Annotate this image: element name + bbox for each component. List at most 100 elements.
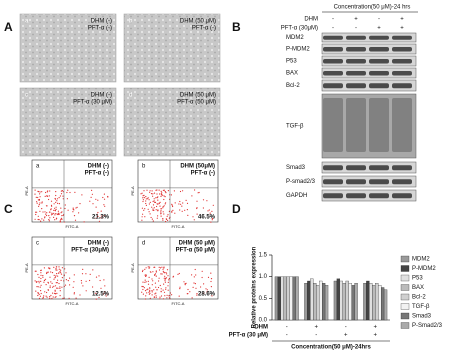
x-axis-label: FITC-A [66,301,79,306]
event-dot [60,272,62,274]
event-dot [210,280,212,283]
event-dot [203,283,205,285]
event-dot [40,280,42,282]
event-dot [37,196,39,199]
bar [324,285,329,321]
event-dot [50,281,52,283]
treatment-sign: + [400,26,404,32]
blot-label: MDM2 [286,35,304,41]
blot-band [369,83,389,89]
event-dot [151,278,153,280]
event-dot [47,271,49,273]
event-dot [50,200,53,202]
event-dot [158,269,161,271]
y-tick-label: 0.0 [259,318,268,324]
legend-swatch [400,255,410,263]
event-dot [42,211,44,213]
event-dot [211,210,213,212]
event-dot [171,294,173,296]
event-dot [53,203,55,205]
event-dot [85,273,87,275]
event-dot [41,218,43,220]
plot-caption-box [182,161,217,178]
treatment-sign: + [377,26,381,32]
event-dot [39,210,41,212]
event-dot [168,278,170,280]
event-dot [52,286,54,288]
event-dot [172,209,174,211]
event-dot [96,213,98,215]
event-dot [92,286,94,288]
event-dot [166,269,169,271]
event-dot [160,215,162,217]
event-dot [191,274,193,276]
event-dot [41,208,43,210]
event-dot [55,206,57,208]
event-dot [67,280,69,282]
event-dot [158,202,160,204]
event-dot [55,218,58,220]
treatment-sign: + [344,333,348,339]
event-dot [163,266,165,268]
event-dot [165,218,168,220]
event-dot [46,214,48,217]
event-dot [142,213,144,215]
event-dot [79,294,81,296]
blot-band [369,71,389,76]
event-dot [164,280,166,282]
event-dot [73,274,75,276]
blot-band [346,98,366,152]
event-dot [37,292,39,294]
event-dot [39,286,41,288]
event-dot [170,194,172,196]
blot-band [323,193,343,199]
event-dot [62,195,64,197]
event-dot [102,196,104,199]
event-dot [38,276,40,278]
event-dot [142,293,144,295]
event-dot [141,192,143,194]
plot-letter: d [142,241,145,247]
bar [348,283,352,321]
event-dot [91,193,93,195]
event-dot [59,220,61,222]
event-dot [36,286,38,288]
event-dot [97,211,99,214]
event-dot [36,202,38,204]
event-dot [167,275,169,277]
event-dot [41,201,43,203]
event-dot [142,281,144,283]
event-dot [152,280,154,282]
treatment-sign: - [355,26,357,32]
bar [354,283,358,321]
event-dot [55,213,57,215]
event-dot [148,267,150,269]
event-dot [155,286,157,288]
event-dot [158,189,160,191]
event-dot [55,282,57,284]
event-dot [157,215,159,217]
event-dot [60,190,63,192]
event-dot [58,266,60,268]
event-dot [72,286,74,288]
bar [336,278,340,321]
event-dot [171,203,173,205]
event-dot [64,207,66,210]
blot-band [369,59,389,64]
event-dot [164,281,166,283]
event-dot [54,289,56,291]
blot-label: P-MDM2 [286,47,310,53]
legend-swatch [400,312,410,320]
event-dot [148,293,150,295]
bar [351,285,355,321]
event-dot [38,204,40,206]
event-dot [61,267,64,269]
event-dot [149,190,151,192]
event-dot [195,287,197,289]
event-dot [92,269,94,271]
bar [313,283,317,321]
event-dot [152,204,155,206]
event-dot [103,204,105,206]
plot-caption-box [182,238,217,255]
legend-label: MDM2 [412,257,430,263]
